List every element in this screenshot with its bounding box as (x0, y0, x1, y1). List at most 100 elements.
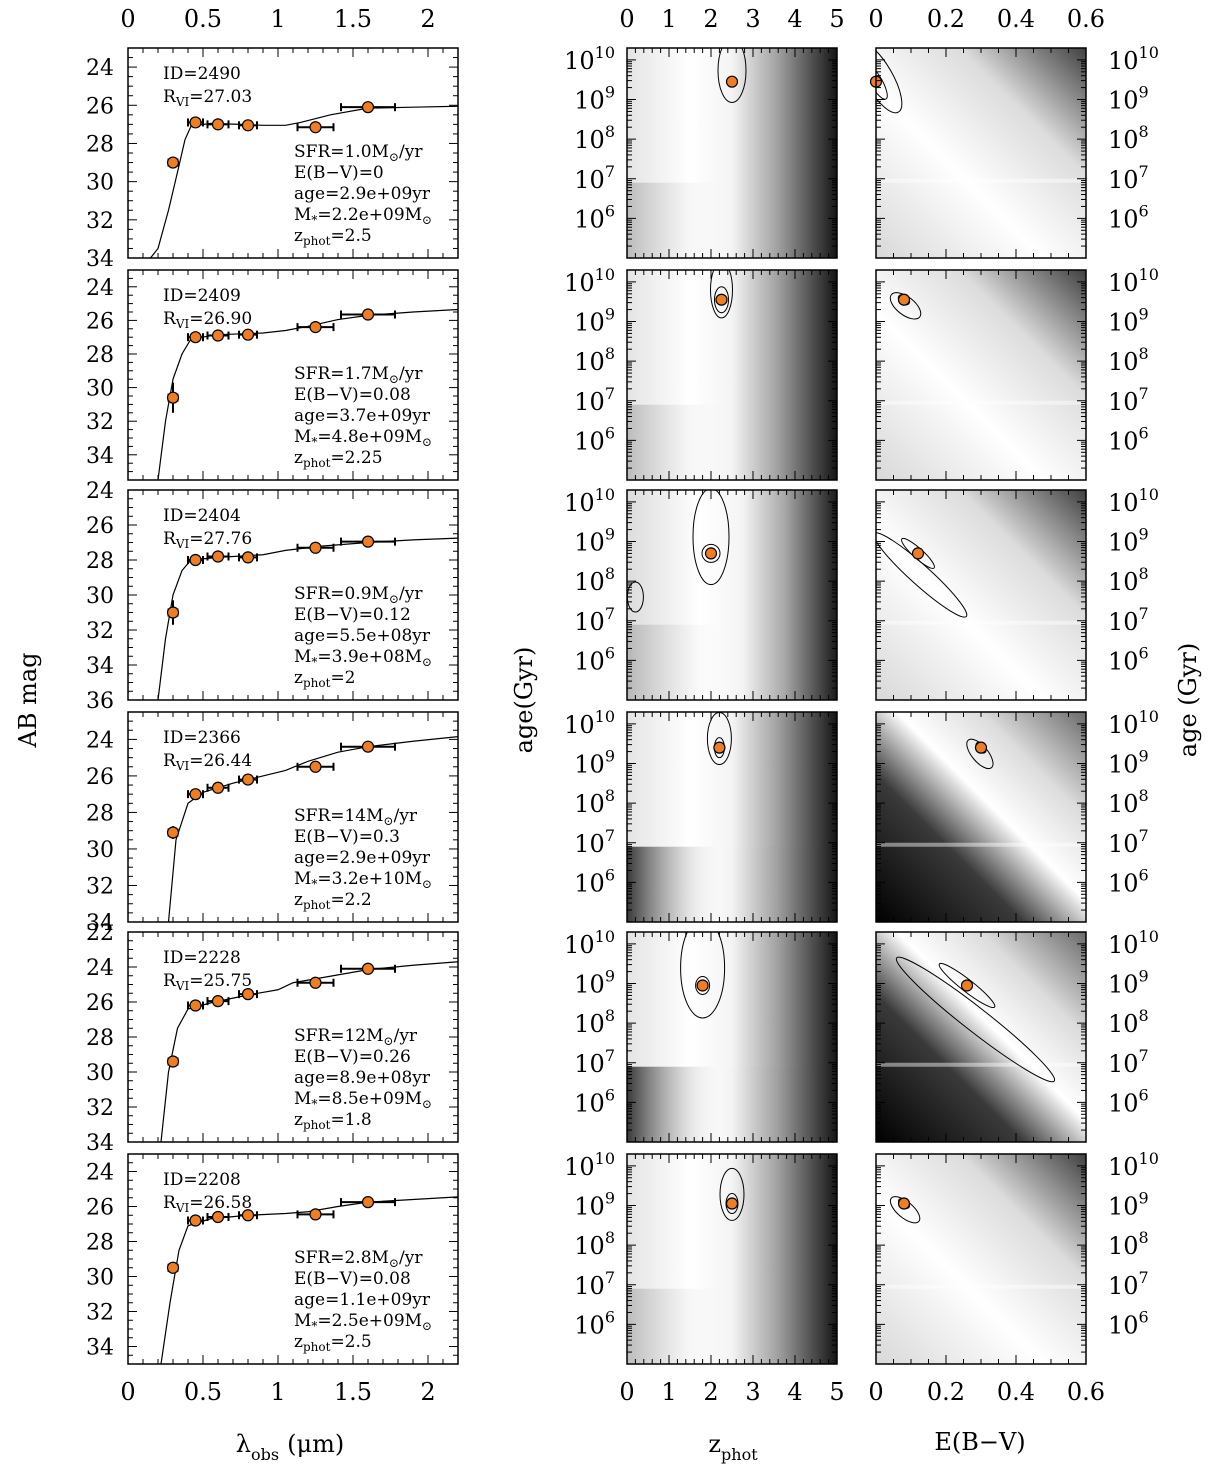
heatmap-area (627, 712, 837, 922)
age-tick-label: 1010 (1108, 485, 1159, 517)
age-tick-label: 106 (1108, 1085, 1149, 1117)
age-tick-label: 107 (574, 826, 615, 858)
age-annotation: age=2.9e+09yr (294, 184, 431, 204)
y-tick-label: 34 (86, 247, 114, 272)
age-tick-label: 109 (1108, 83, 1149, 115)
sed-x-tick-label-bottom: 1 (270, 1378, 285, 1406)
sed-panel-2228: 22 24 26 28 30 32 34 ID=2228 RVI=25.75 SFR=12M⊙/y… (86, 921, 459, 1156)
sed-panel-2404: 24 26 28 30 32 34 36 ID=2404 RVI=27.76 SFR=0.9M⊙/… (86, 479, 459, 714)
ebv-heatmap (876, 490, 1086, 700)
z-x-tick-label-top: 4 (787, 5, 802, 33)
outer-contour (710, 270, 733, 319)
best-fit-point (897, 1197, 911, 1210)
y-tick-label: 30 (86, 584, 114, 609)
rvi-annotation: RVI=25.75 (163, 971, 252, 993)
photometry-point (166, 391, 180, 404)
y-tick-label: 28 (86, 549, 114, 574)
e-panel: 106 107 108 109 1010 (875, 1149, 1159, 1365)
id-annotation: ID=2228 (163, 948, 241, 968)
age-tick-label: 106 (1108, 865, 1149, 897)
photometry-point (361, 308, 375, 321)
heatmap-area (627, 490, 837, 700)
outer-contour (717, 48, 747, 103)
zphot-annotation: zphot=1.8 (294, 1110, 372, 1132)
y-tick-label: 28 (86, 1026, 114, 1051)
age-tick-label: 109 (1108, 967, 1149, 999)
age-tick-label: 109 (1108, 1189, 1149, 1221)
y-tick-label: 30 (86, 1061, 114, 1086)
age-tick-label: 107 (1108, 826, 1149, 858)
sed-xlabel-subscript: obs (251, 1445, 279, 1464)
age-tick-label: 1010 (564, 1149, 615, 1181)
sed-x-tick-label-top: 1 (270, 5, 285, 33)
age-tick-label: 109 (574, 525, 615, 557)
heatmap-area (876, 932, 1086, 1142)
best-fit-point (696, 979, 709, 992)
y-tick-label: 32 (86, 1301, 114, 1326)
age-tick-label: 106 (574, 201, 615, 233)
z-x-tick-label-top: 0 (619, 5, 634, 33)
heatmap-frame (626, 711, 838, 923)
z-panel: 106 107 108 109 1010 (564, 1149, 838, 1365)
y-tick-label: 24 (86, 276, 114, 301)
age-tick-label: 106 (574, 865, 615, 897)
zphot-annotation: zphot=2.2 (294, 890, 372, 912)
sed-x-tick-label-bottom: 0 (120, 1378, 135, 1406)
sed-xlabel-unit: (μm) (287, 1430, 344, 1458)
z-x-tick-label-bottom: 5 (829, 1378, 844, 1406)
age-tick-label: 109 (574, 747, 615, 779)
heatmap-stripe (876, 400, 1086, 405)
age-tick-label: 109 (574, 967, 615, 999)
mass-annotation: M*=3.2e+10M⊙ (294, 869, 432, 891)
sed-x-tick-label-bottom: 0.5 (184, 1378, 222, 1406)
photometry-point (166, 1261, 180, 1274)
photometry-point (361, 535, 375, 548)
y-tick-label: 34 (86, 1131, 114, 1156)
age-tick-label: 109 (1108, 305, 1149, 337)
photometry-point (361, 101, 375, 114)
low-age-band (627, 1066, 837, 1142)
age-tick-label: 1010 (1108, 43, 1159, 75)
rvi-annotation: RVI=27.76 (163, 529, 252, 551)
id-annotation: ID=2490 (163, 64, 241, 84)
photometry-point (309, 1208, 322, 1221)
heatmap-area (876, 1154, 1086, 1364)
inner-contour (714, 286, 729, 314)
sed-plot-area (149, 101, 458, 258)
sed-panel-2208: 24 26 28 30 32 34 ID=2208 RVI=26.58 SFR=2.8M⊙/yr… (86, 1153, 459, 1365)
ebv-x-tick-label-top: 0.4 (997, 5, 1035, 33)
sed-x-tick-label-bottom: 1.5 (334, 1378, 372, 1406)
id-annotation: ID=2404 (163, 506, 241, 526)
ebv-x-tick-label-top: 0 (868, 5, 883, 33)
sed-xlabel: λobs (μm) (236, 1430, 344, 1464)
photometry-point (241, 119, 255, 132)
z-x-tick-label-bottom: 3 (745, 1378, 760, 1406)
age-tick-label: 107 (1108, 1268, 1149, 1300)
z-x-tick-label-bottom: 1 (661, 1378, 676, 1406)
photometry-point (166, 156, 180, 169)
photometry-point (361, 962, 375, 975)
photometry-point (189, 553, 202, 567)
y-tick-label: 32 (86, 410, 114, 435)
y-tick-label: 26 (86, 991, 114, 1016)
sfr-annotation: SFR=2.8M⊙/yr (294, 1248, 423, 1270)
y-tick-label: 24 (86, 479, 114, 504)
age-tick-label: 108 (574, 344, 615, 376)
heatmap-stripe (876, 842, 1086, 847)
photometry-point (211, 118, 225, 131)
age-tick-label: 1010 (1108, 265, 1159, 297)
age-ylabel-right: age (Gyr) (1174, 643, 1202, 757)
sed-x-tick-label-top: 1.5 (334, 5, 372, 33)
y-tick-label: 34 (86, 1336, 114, 1361)
age-tick-label: 108 (1108, 122, 1149, 154)
y-tick-label: 24 (86, 56, 114, 81)
age-tick-label: 109 (574, 83, 615, 115)
photometry-point (189, 1214, 202, 1227)
photometry-point (211, 1210, 225, 1224)
ebv-heatmap (876, 932, 1086, 1142)
z-xlabel: zphot (708, 1430, 758, 1464)
z-panel: 106 107 108 109 1010 (564, 265, 838, 481)
age-tick-label: 107 (1108, 604, 1149, 636)
outer-contour (692, 490, 730, 586)
age-tick-label: 107 (1108, 1046, 1149, 1078)
